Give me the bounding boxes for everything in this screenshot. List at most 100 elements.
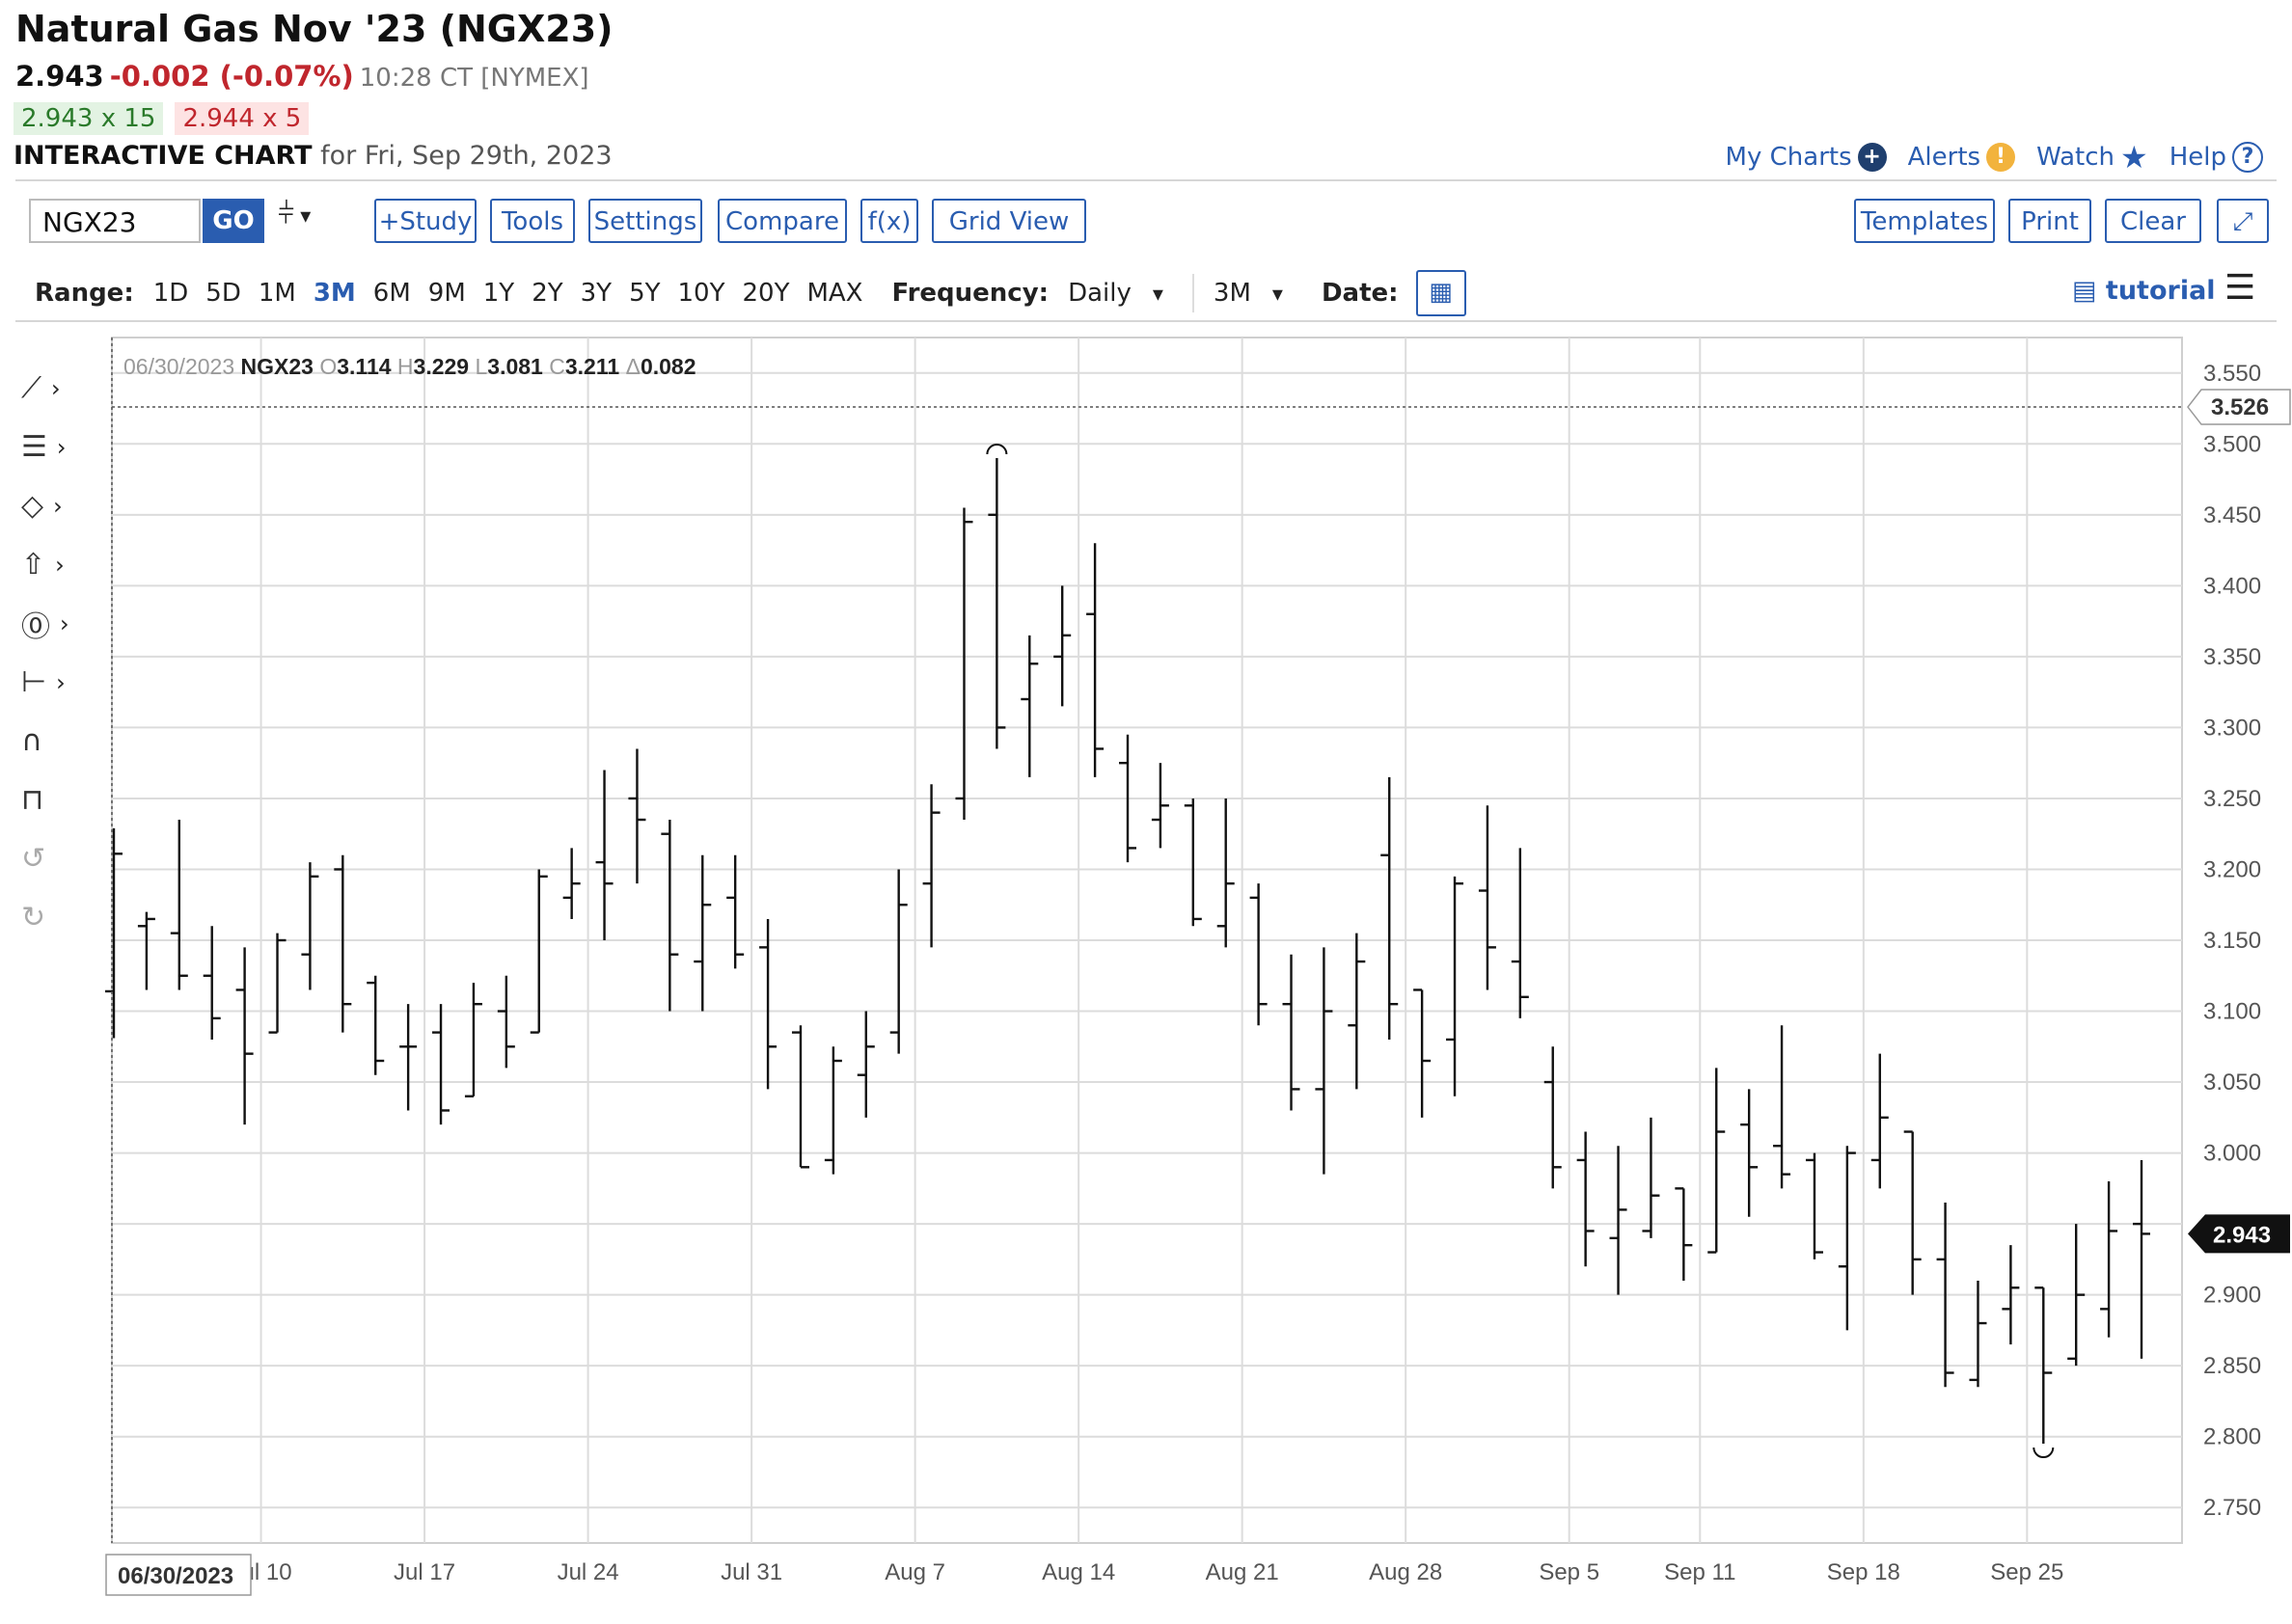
last-price-label: 2.943 [2213, 1222, 2271, 1248]
range-label: Range: [35, 279, 134, 308]
ask-quote: 2.944 x 5 [175, 102, 310, 135]
range-5d[interactable]: 5D [205, 279, 241, 308]
divider [1191, 274, 1194, 312]
shape-tool[interactable]: ◇ › [21, 476, 108, 535]
crosshair-price-box [2187, 389, 2291, 425]
period-select[interactable]: 3M ▾ [1214, 279, 1283, 308]
y-tick-label: 2.800 [2203, 1424, 2261, 1450]
chevron-down-icon: ▾ [1271, 283, 1283, 307]
ohlc-header-part: H [397, 354, 414, 379]
chevron-right-icon: › [60, 609, 69, 637]
y-tick-label: 3.500 [2203, 431, 2261, 457]
magnet-tool[interactable]: ∩ [21, 712, 108, 771]
y-tick-label: 3.000 [2203, 1141, 2261, 1167]
templates-button[interactable]: Templates [1854, 199, 1995, 243]
line-tool[interactable]: ⟋ › [21, 359, 108, 418]
drawing-tools: ⟋ › ☰ › ◇ › ⇧ › ⓪ › ⊢ › ∩ ⊓ ↺ ↻ [21, 359, 108, 947]
period-value: 3M [1213, 279, 1251, 308]
range-1y[interactable]: 1Y [482, 279, 515, 308]
grid-view-button[interactable]: Grid View [932, 199, 1086, 243]
x-tick-label: Sep 25 [1990, 1559, 2063, 1585]
range-5y[interactable]: 5Y [629, 279, 661, 308]
range-6m[interactable]: 6M [372, 279, 411, 308]
y-tick-label: 3.300 [2203, 715, 2261, 741]
tutorial-label: tutorial [2105, 276, 2216, 306]
symbol-input[interactable]: NGX23 [29, 199, 201, 243]
ohlc-header-part: 3.211 [565, 354, 626, 379]
help-label: Help [2169, 143, 2226, 172]
compare-button[interactable]: Compare [718, 199, 847, 243]
line-tool-icon: ⟋ [21, 371, 41, 405]
frequency-value: Daily [1068, 279, 1132, 308]
page-title: Natural Gas Nov '23 (NGX23) [15, 8, 614, 50]
range-3y[interactable]: 3Y [580, 279, 613, 308]
x-tick-label: Jul 17 [394, 1559, 455, 1585]
watch-link[interactable]: Watch ★ [2036, 139, 2148, 176]
ohlc-header-part: O [319, 354, 337, 379]
ohlc-header-part: 0.082 [641, 354, 696, 379]
x-tick-label: Jul 31 [721, 1559, 782, 1585]
ohlc-header-part: 3.114 [337, 354, 397, 379]
undo-tool[interactable]: ↺ [21, 829, 108, 888]
text-tool-icon: ⓪ [21, 609, 50, 644]
chevron-right-icon: › [56, 433, 67, 461]
tutorial-link[interactable]: ▤ tutorial [2072, 276, 2216, 306]
calendar-icon[interactable]: ▦ [1415, 270, 1466, 316]
measure-tool[interactable]: ⊢ › [21, 653, 108, 712]
y-tick-label: 3.400 [2203, 573, 2261, 599]
text-tool[interactable]: ⓪ › [21, 594, 108, 653]
arrow-tool[interactable]: ⇧ › [21, 535, 108, 594]
print-button[interactable]: Print [2008, 199, 2091, 243]
range-10y[interactable]: 10Y [677, 279, 725, 308]
y-tick-label: 3.200 [2203, 856, 2261, 882]
expand-icon[interactable]: ⤢ [2217, 199, 2269, 243]
settings-button[interactable]: Settings [588, 199, 702, 243]
range-2y[interactable]: 2Y [532, 279, 563, 308]
divider [15, 179, 2277, 181]
fib-tool[interactable]: ☰ › [21, 418, 108, 476]
x-tick-label: Sep 11 [1664, 1559, 1735, 1585]
last-price: 2.943 [15, 60, 104, 93]
range-1m[interactable]: 1M [258, 279, 296, 308]
ohlc-header-part: Δ [626, 354, 641, 379]
y-tick-label: 2.900 [2203, 1283, 2261, 1309]
ohlc-header-part: C [549, 354, 565, 379]
plus-circle-icon: + [1857, 143, 1887, 172]
chevron-right-icon: › [51, 374, 61, 402]
range-1d[interactable]: 1D [152, 279, 189, 308]
y-tick-label: 3.100 [2203, 999, 2261, 1025]
redo-icon: ↻ [21, 901, 46, 934]
low-marker [2033, 1447, 2055, 1459]
magnet-icon: ∩ [21, 724, 42, 758]
chart-label: INTERACTIVE CHART [14, 141, 313, 171]
range-max[interactable]: MAX [806, 279, 863, 308]
date-label: Date: [1321, 279, 1399, 308]
fib-tool-icon: ☰ [21, 430, 47, 464]
fx-button[interactable]: f(x) [860, 199, 918, 243]
lock-tool[interactable]: ⊓ [21, 771, 108, 829]
my-charts-link[interactable]: My Charts + [1726, 143, 1887, 172]
price-change: -0.002 (-0.07%) [109, 60, 354, 93]
clear-button[interactable]: Clear [2105, 199, 2201, 243]
chart-caption: INTERACTIVE CHART for Fri, Sep 29th, 202… [14, 141, 613, 171]
frequency-select[interactable]: Daily ▾ [1068, 279, 1163, 308]
range-3m[interactable]: 3M [313, 279, 356, 308]
tools-button[interactable]: Tools [490, 199, 575, 243]
chevron-right-icon: › [55, 551, 65, 579]
menu-icon[interactable]: ☰ [2224, 268, 2256, 308]
bar-type-icon[interactable]: ⫩ ▾ [278, 197, 312, 230]
go-button[interactable]: GO [203, 199, 264, 243]
range-9m[interactable]: 9M [427, 279, 466, 308]
shape-tool-icon: ◇ [21, 489, 44, 523]
study-button[interactable]: +Study [374, 199, 477, 243]
range-20y[interactable]: 20Y [742, 279, 790, 308]
x-tick-label: Aug 21 [1206, 1559, 1279, 1585]
y-tick-label: 3.050 [2203, 1069, 2261, 1096]
redo-tool[interactable]: ↻ [21, 888, 108, 947]
help-link[interactable]: Help? [2169, 142, 2263, 173]
undo-icon: ↺ [21, 842, 46, 876]
alerts-link[interactable]: Alerts! [1908, 143, 2016, 172]
chevron-right-icon: › [53, 492, 63, 520]
divider [15, 320, 2277, 322]
